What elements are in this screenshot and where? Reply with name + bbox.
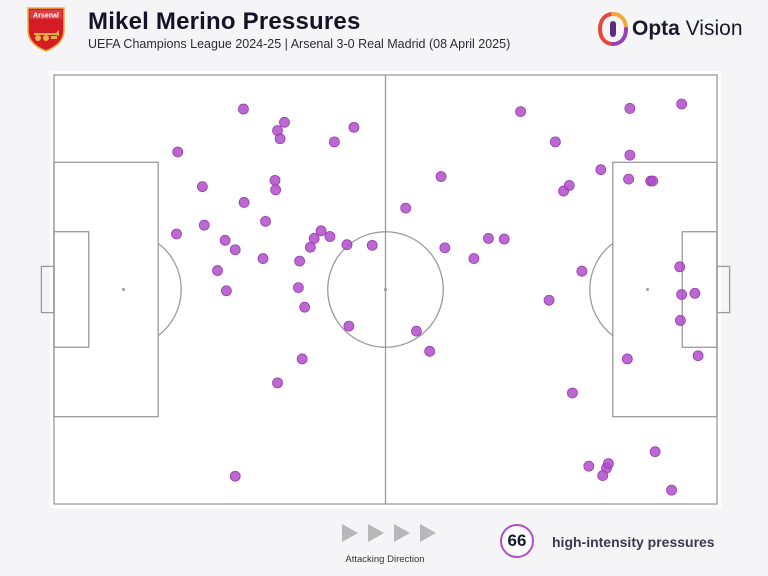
pressure-point <box>543 294 555 306</box>
pressure-point <box>257 253 269 264</box>
pressure-point <box>269 174 281 186</box>
pressure-point <box>435 171 447 182</box>
pressure-point <box>172 146 184 158</box>
right-penalty-spot <box>646 288 650 291</box>
crest-text: Arsenal <box>33 13 59 20</box>
brand-bold: Opta <box>632 17 680 40</box>
pressure-point <box>647 175 658 187</box>
pressure-point <box>624 103 636 114</box>
header: Arsenal Mikel Merino Pressures UEFA Cham… <box>0 0 768 62</box>
pressure-point <box>272 377 283 389</box>
left-penalty-arc <box>157 242 182 337</box>
pressure-point <box>597 470 609 482</box>
pressure-point <box>229 470 241 482</box>
pressure-point <box>567 387 578 399</box>
direction-arrow-icon <box>342 524 358 542</box>
pitch-lines <box>40 71 731 508</box>
direction-arrow-icon <box>420 524 436 542</box>
pressure-point <box>674 261 686 273</box>
pressure-point <box>400 202 412 214</box>
pressure-point <box>328 136 340 148</box>
pressure-point <box>621 353 633 365</box>
pressure-point <box>219 234 231 246</box>
pitch-chart <box>40 71 731 508</box>
attacking-direction-arrows <box>342 524 436 542</box>
pressure-point <box>595 164 607 176</box>
right-goal <box>716 265 731 314</box>
pressure-point <box>274 133 286 145</box>
pressure-point <box>563 180 575 191</box>
pressure-point <box>238 103 249 115</box>
pressure-point <box>238 197 250 208</box>
pressure-point <box>212 265 223 276</box>
pressure-point <box>666 484 677 496</box>
pressure-point <box>279 116 290 128</box>
pressure-point <box>689 287 701 299</box>
arsenal-crest-icon: Arsenal <box>27 7 65 52</box>
pressure-point <box>515 106 527 117</box>
pressure-point <box>315 225 327 237</box>
pressure-point <box>483 232 494 244</box>
pressure-point <box>324 231 336 242</box>
pressure-point <box>411 325 422 337</box>
pressure-point <box>343 320 355 332</box>
opta-logo-icon <box>598 12 628 46</box>
left-penalty-spot <box>121 288 125 291</box>
opta-vision-logo: Opta Vision <box>598 12 748 46</box>
page-subtitle: UEFA Champions League 2024-25 | Arsenal … <box>88 37 511 51</box>
pressure-point <box>366 239 378 251</box>
attacking-direction-label: Attacking Direction <box>345 554 425 565</box>
pressure-point <box>304 241 316 253</box>
brand-light: Vision <box>679 17 743 40</box>
pressure-point <box>171 228 182 240</box>
pressure-point <box>676 98 688 110</box>
pressure-markers <box>171 98 704 496</box>
pressure-point <box>692 350 704 362</box>
direction-arrow-icon <box>368 524 384 542</box>
pressure-point <box>549 136 561 148</box>
pressure-point <box>624 149 636 161</box>
pressure-count-badge: 66 <box>500 524 534 558</box>
pressure-point <box>424 345 436 357</box>
pressure-point <box>292 282 304 294</box>
pressure-point <box>348 121 360 133</box>
center-circle <box>327 231 444 348</box>
pressure-point <box>468 253 480 264</box>
pressure-point <box>583 460 595 472</box>
pressure-point <box>674 315 686 326</box>
pressure-point <box>299 301 311 313</box>
pressure-point <box>602 458 614 470</box>
pressure-point <box>198 219 210 231</box>
pressure-point <box>294 255 306 267</box>
pressure-point <box>439 242 451 254</box>
pressure-point <box>676 289 688 300</box>
direction-arrow-icon <box>394 524 410 542</box>
pressure-point <box>649 446 661 458</box>
pressure-point <box>341 239 353 251</box>
pressure-point <box>623 173 634 185</box>
pressure-point <box>220 285 232 297</box>
pressure-point <box>576 265 588 277</box>
pressure-point <box>260 215 271 227</box>
brand-text: Opta Vision <box>632 17 743 41</box>
pressure-point <box>270 184 282 196</box>
center-spot <box>384 288 387 291</box>
pressure-point <box>498 233 510 245</box>
pressure-count-label: high-intensity pressures <box>552 534 715 550</box>
pressure-point <box>229 244 241 256</box>
left-goal <box>40 265 55 314</box>
right-penalty-arc <box>589 242 614 337</box>
pressure-point <box>296 353 308 365</box>
page-title: Mikel Merino Pressures <box>88 8 361 35</box>
pressure-point <box>196 181 208 193</box>
